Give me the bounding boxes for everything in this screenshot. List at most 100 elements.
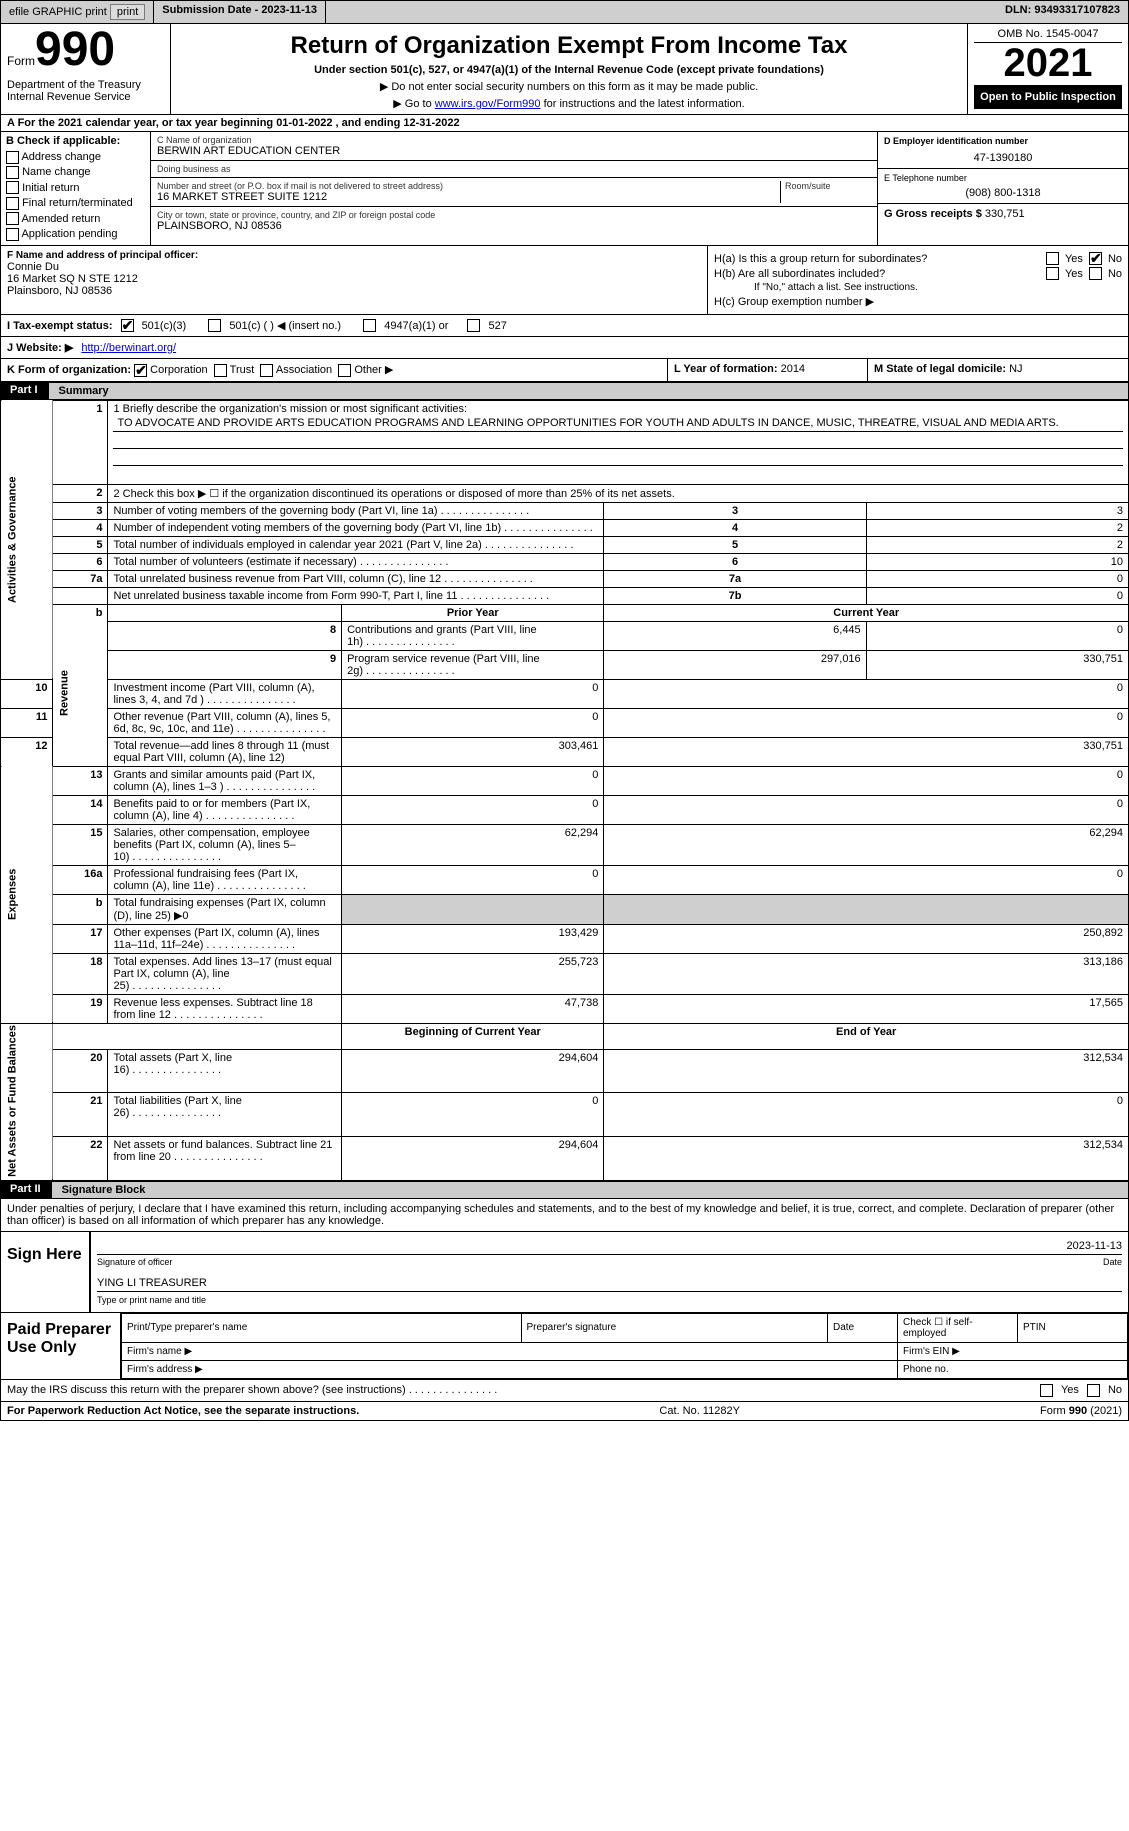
p1-21c: 0 [604, 1093, 1129, 1137]
part2-header: Part II Signature Block [0, 1181, 1129, 1199]
print-button[interactable]: print [110, 4, 145, 20]
preparer-table: Print/Type preparer's name Preparer's si… [121, 1313, 1128, 1379]
p1-14n: 14 [53, 795, 108, 824]
p1-7av: 0 [866, 570, 1128, 587]
col-curr: Current Year [604, 604, 1129, 621]
section-m: M State of legal domicile: NJ [868, 359, 1128, 381]
discuss-yes-cb[interactable] [1040, 1384, 1053, 1397]
p1-row-4: 4Number of independent voting members of… [1, 519, 1129, 536]
b-opt-address[interactable]: Address change [6, 150, 145, 165]
i-4947-cb[interactable] [363, 319, 376, 332]
p1-row-5: 5Total number of individuals employed in… [1, 536, 1129, 553]
p1-7bn [53, 587, 108, 604]
hb-no-cb[interactable] [1089, 267, 1102, 280]
part1-title: Summary [48, 382, 1129, 400]
c-dba-row: Doing business as [151, 161, 877, 178]
ha-no-cb[interactable] [1089, 252, 1102, 265]
p1-row-18: 18Total expenses. Add lines 13–17 (must … [1, 953, 1129, 994]
footer: For Paperwork Reduction Act Notice, see … [0, 1402, 1129, 1421]
section-k-l-m: K Form of organization: Corporation Trus… [0, 359, 1129, 382]
c-city-label: City or town, state or province, country… [157, 210, 871, 220]
hb-no: No [1108, 268, 1122, 280]
i-opt3: 4947(a)(1) or [384, 320, 448, 332]
h-a: H(a) Is this a group return for subordin… [714, 252, 1122, 265]
p1-3v: 3 [866, 502, 1128, 519]
p1-row-6: 6Total number of volunteers (estimate if… [1, 553, 1129, 570]
signature-block: Under penalties of perjury, I declare th… [0, 1199, 1129, 1402]
b-opt-2: Initial return [22, 182, 79, 194]
k-opt3: Other ▶ [354, 364, 393, 376]
p1-row-15: 15Salaries, other compensation, employee… [1, 824, 1129, 865]
section-e: E Telephone number (908) 800-1318 [878, 169, 1128, 204]
p1-16bc [604, 894, 1129, 924]
k-other-cb[interactable] [338, 364, 351, 377]
b-opt-name[interactable]: Name change [6, 165, 145, 180]
b-opt-amended[interactable]: Amended return [6, 212, 145, 227]
p1-6t: Total number of volunteers (estimate if … [108, 553, 604, 570]
sig-date: 2023-11-13 [1067, 1240, 1122, 1252]
p1-15t: Salaries, other compensation, employee b… [108, 824, 342, 865]
p1-4v: 2 [866, 519, 1128, 536]
c-room-label: Room/suite [785, 181, 871, 191]
i-501c3-cb[interactable] [121, 319, 134, 332]
preparer-grid: Paid Preparer Use Only Print/Type prepar… [1, 1312, 1128, 1379]
p1-row-7a: 7aTotal unrelated business revenue from … [1, 570, 1129, 587]
p1-9p: 297,016 [604, 650, 866, 679]
year-cell: OMB No. 1545-0047 2021 Open to Public In… [968, 24, 1128, 114]
section-b-c-d: B Check if applicable: Address change Na… [0, 132, 1129, 246]
irs-link[interactable]: www.irs.gov/Form990 [435, 98, 541, 110]
p1-6b: 6 [604, 553, 866, 570]
section-d-e-g: D Employer identification number 47-1390… [878, 132, 1128, 245]
p1-19p: 47,738 [342, 994, 604, 1023]
p1-bn: b [53, 604, 108, 621]
k-assoc-cb[interactable] [260, 364, 273, 377]
p1-net-blank [53, 1023, 342, 1049]
p1-13n: 13 [53, 766, 108, 795]
ha-label: H(a) Is this a group return for subordin… [714, 253, 1040, 265]
section-d: D Employer identification number 47-1390… [878, 132, 1128, 169]
form-number: 990 [35, 23, 115, 76]
k-trust-cb[interactable] [214, 364, 227, 377]
c-dba-label: Doing business as [157, 164, 871, 174]
i-501c-cb[interactable] [208, 319, 221, 332]
p1-7bv: 0 [866, 587, 1128, 604]
line-a: A For the 2021 calendar year, or tax yea… [0, 115, 1129, 132]
b-opt-final[interactable]: Final return/terminated [6, 196, 145, 211]
p1-row-12: 12Total revenue—add lines 8 through 11 (… [1, 737, 1129, 766]
i-527-cb[interactable] [467, 319, 480, 332]
p1-9c: 330,751 [866, 650, 1128, 679]
officer-addr1: 16 Market SQ N STE 1212 [7, 273, 701, 285]
p1-bt [108, 604, 342, 621]
side-expenses: Expenses [1, 766, 53, 1023]
p1-row-14: 14Benefits paid to or for members (Part … [1, 795, 1129, 824]
p1-18t: Total expenses. Add lines 13–17 (must eq… [108, 953, 342, 994]
hc-label: H(c) Group exemption number ▶ [714, 295, 874, 308]
b-opt-pending[interactable]: Application pending [6, 227, 145, 242]
discuss-no-cb[interactable] [1087, 1384, 1100, 1397]
p1-7an: 7a [53, 570, 108, 587]
p1-11p: 0 [342, 708, 604, 737]
p1-20t: Total assets (Part X, line 16) [108, 1049, 342, 1093]
p1-8c: 0 [866, 621, 1128, 650]
l-value: 2014 [781, 363, 805, 375]
officer-typed-name: YING LI TREASURER [97, 1277, 207, 1289]
i-label: I Tax-exempt status: [7, 320, 113, 332]
p1-7at: Total unrelated business revenue from Pa… [108, 570, 604, 587]
prep-check-label: Check ☐ if self-employed [898, 1313, 1018, 1342]
k-corp-cb[interactable] [134, 364, 147, 377]
hb-yes-cb[interactable] [1046, 267, 1059, 280]
p1-row-11: 11Other revenue (Part VIII, column (A), … [1, 708, 1129, 737]
b-opt-0: Address change [21, 151, 101, 163]
c-street-row: Number and street (or P.O. box if mail i… [151, 178, 877, 207]
p1-14t: Benefits paid to or for members (Part IX… [108, 795, 342, 824]
p1-20p: 294,604 [342, 1049, 604, 1093]
b-opt-initial[interactable]: Initial return [6, 181, 145, 196]
p1-4n: 4 [53, 519, 108, 536]
arrow-line-2: ▶ Go to www.irs.gov/Form990 for instruct… [177, 97, 961, 110]
mission-blank3 [113, 466, 1123, 482]
ein-value: 47-1390180 [884, 152, 1122, 164]
paid-preparer-label: Paid Preparer Use Only [1, 1313, 121, 1379]
p1-row-20: 20Total assets (Part X, line 16)294,6043… [1, 1049, 1129, 1093]
ha-yes-cb[interactable] [1046, 252, 1059, 265]
website-link[interactable]: http://berwinart.org/ [81, 342, 176, 354]
